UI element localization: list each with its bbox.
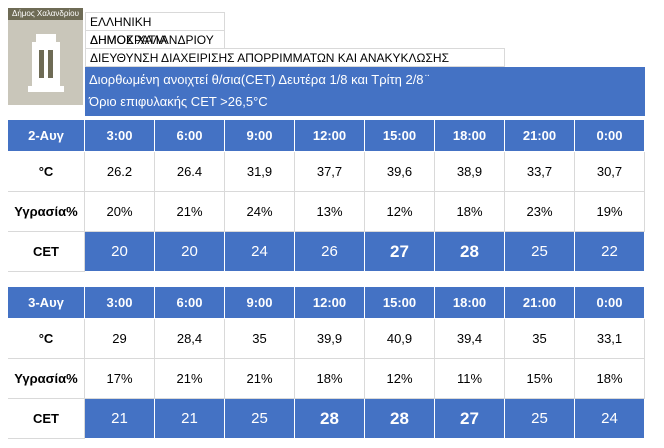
value-cell: 25 [505, 399, 575, 439]
value-cell: 17% [85, 359, 155, 399]
value-cell: 24% [225, 192, 295, 232]
value-cell: 24 [575, 399, 645, 439]
row-label: Υγρασία% [8, 359, 85, 399]
value-cell: 25 [505, 232, 575, 272]
value-cell: 20 [155, 232, 225, 272]
value-cell: 38,9 [435, 152, 505, 192]
value-cell: 30,7 [575, 152, 645, 192]
value-cell: 29 [85, 319, 155, 359]
value-cell: 27 [435, 399, 505, 439]
value-cell: 26 [295, 232, 365, 272]
value-cell: 18% [575, 359, 645, 399]
value-cell: 35 [225, 319, 295, 359]
time-header: 9:00 [225, 287, 295, 319]
value-cell: 28 [295, 399, 365, 439]
time-header: 0:00 [575, 120, 645, 152]
time-header: 9:00 [225, 120, 295, 152]
value-cell: 13% [295, 192, 365, 232]
value-cell: 35 [505, 319, 575, 359]
value-cell: 33,7 [505, 152, 575, 192]
header-line: ΔΗΜΟΣ ΧΑΛΑΝΔΡΙΟΥ [85, 30, 225, 49]
value-cell: 28,4 [155, 319, 225, 359]
row-label: °C [8, 152, 85, 192]
time-header: 3:00 [85, 287, 155, 319]
row-label: CET [8, 232, 85, 272]
time-header: 18:00 [435, 120, 505, 152]
value-cell: 21 [85, 399, 155, 439]
value-cell: 39,4 [435, 319, 505, 359]
value-cell: 25 [225, 399, 295, 439]
time-header: 12:00 [295, 287, 365, 319]
time-header: 0:00 [575, 287, 645, 319]
value-cell: 26.4 [155, 152, 225, 192]
value-cell: 20 [85, 232, 155, 272]
time-header: 6:00 [155, 287, 225, 319]
logo: Δήμος Χαλανδρίου [8, 8, 83, 105]
time-header: 21:00 [505, 120, 575, 152]
time-header: 15:00 [365, 120, 435, 152]
value-cell: 12% [365, 359, 435, 399]
notice: Διορθωμένη ανοιχτεί θ/σια(CET) Δευτέρα 1… [85, 67, 645, 116]
value-cell: 33,1 [575, 319, 645, 359]
value-cell: 39,9 [295, 319, 365, 359]
notice-line: Διορθωμένη ανοιχτεί θ/σια(CET) Δευτέρα 1… [89, 72, 428, 87]
value-cell: 21% [155, 359, 225, 399]
value-cell: 24 [225, 232, 295, 272]
value-cell: 21% [155, 192, 225, 232]
value-cell: 40,9 [365, 319, 435, 359]
value-cell: 15% [505, 359, 575, 399]
value-cell: 23% [505, 192, 575, 232]
value-cell: 31,9 [225, 152, 295, 192]
value-cell: 12% [365, 192, 435, 232]
value-cell: 26.2 [85, 152, 155, 192]
time-header: 18:00 [435, 287, 505, 319]
time-header: 3:00 [85, 120, 155, 152]
value-cell: 21 [155, 399, 225, 439]
time-header: 15:00 [365, 287, 435, 319]
time-header: 12:00 [295, 120, 365, 152]
logo-icon [28, 34, 64, 92]
notice-line: Όριο επιφυλακής CET >26,5°C [89, 94, 268, 109]
header-line: ΕΛΛΗΝΙΚΗ ΔΗΜΟΚΡΑΤΙΑ [85, 12, 225, 47]
logo-text: Δήμος Χαλανδρίου [8, 8, 83, 20]
value-cell: 18% [295, 359, 365, 399]
value-cell: 21% [225, 359, 295, 399]
header-line: ΔΙΕΥΘΥΝΣΗ ΔΙΑΧΕΙΡΙΣΗΣ ΑΠΟΡΡΙΜΜΑΤΩΝ ΚΑΙ Α… [85, 48, 505, 67]
value-cell: 18% [435, 192, 505, 232]
value-cell: 28 [435, 232, 505, 272]
value-cell: 22 [575, 232, 645, 272]
time-header: 21:00 [505, 287, 575, 319]
value-cell: 20% [85, 192, 155, 232]
value-cell: 19% [575, 192, 645, 232]
time-header: 6:00 [155, 120, 225, 152]
row-label: °C [8, 319, 85, 359]
day-header: 2-Αυγ [8, 120, 85, 152]
row-label: CET [8, 399, 85, 439]
value-cell: 37,7 [295, 152, 365, 192]
day-header: 3-Αυγ [8, 287, 85, 319]
row-label: Υγρασία% [8, 192, 85, 232]
value-cell: 39,6 [365, 152, 435, 192]
value-cell: 27 [365, 232, 435, 272]
value-cell: 28 [365, 399, 435, 439]
value-cell: 11% [435, 359, 505, 399]
